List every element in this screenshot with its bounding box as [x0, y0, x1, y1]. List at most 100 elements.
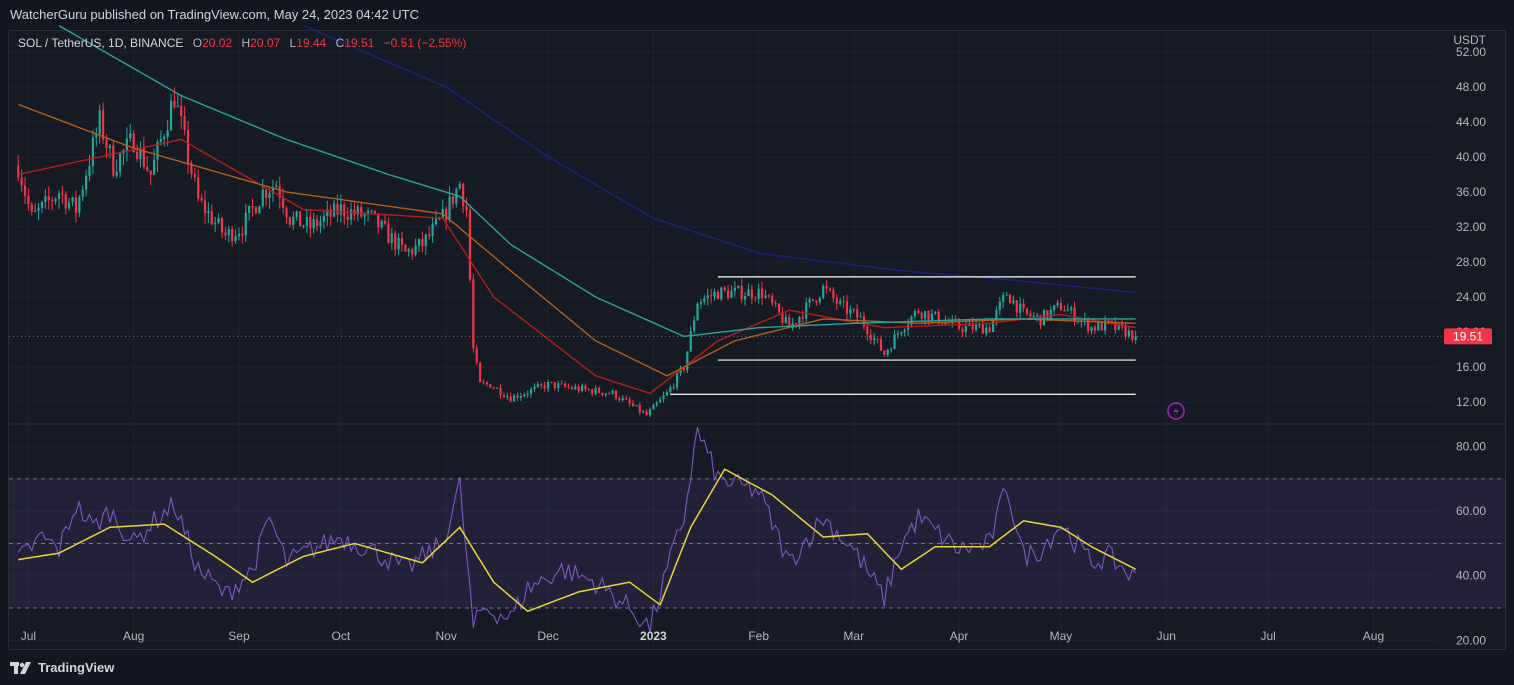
candle-body	[611, 390, 614, 394]
candle-body	[200, 198, 203, 201]
y-tick-label: 16.00	[1456, 360, 1486, 374]
candle	[394, 230, 397, 257]
candle-body	[465, 206, 468, 211]
candle	[349, 202, 353, 226]
candle	[207, 202, 210, 223]
candle-body	[988, 327, 991, 333]
candle-body	[998, 301, 1001, 311]
candle	[400, 231, 404, 252]
candle-body	[852, 309, 855, 311]
candle-body	[445, 209, 448, 221]
candle	[125, 127, 128, 162]
candle	[502, 392, 506, 399]
candle-body	[747, 289, 750, 297]
candle	[750, 284, 753, 305]
candle	[550, 381, 553, 384]
candle-body	[468, 210, 472, 280]
candle-body	[638, 405, 641, 413]
candle-body	[805, 302, 808, 319]
candle-body	[1012, 300, 1015, 304]
candle	[890, 346, 893, 353]
candle-body	[825, 285, 828, 289]
candle-body	[125, 138, 128, 151]
candle	[631, 399, 635, 407]
candle-body	[146, 166, 149, 171]
change-value: −0.51 (−2.55%)	[383, 36, 467, 50]
candle-body	[135, 152, 139, 160]
candle-body	[608, 393, 611, 395]
candle-body	[394, 233, 397, 250]
candle-body	[183, 116, 186, 131]
candle-body	[190, 163, 193, 174]
rsi-tick-label: 60.00	[1456, 504, 1486, 518]
candle	[621, 395, 624, 402]
candle	[445, 206, 448, 230]
candle	[659, 396, 662, 403]
candle-body	[44, 196, 47, 202]
candle-body	[655, 402, 658, 405]
candle	[118, 151, 122, 178]
candle-body	[193, 173, 196, 178]
candle	[740, 278, 743, 304]
rsi-ma-line	[18, 468, 1137, 613]
candle	[859, 312, 862, 318]
candle	[557, 380, 560, 392]
candle-body	[784, 316, 787, 324]
candle-body	[893, 334, 896, 350]
candle-body	[339, 204, 342, 215]
candle-body	[275, 185, 278, 188]
tradingview-brand[interactable]: TradingView	[10, 660, 114, 675]
candle-body	[519, 396, 522, 398]
candle	[23, 177, 27, 205]
candle	[61, 185, 64, 204]
candle	[577, 384, 580, 394]
candle-body	[1036, 315, 1039, 317]
candle-body	[822, 285, 825, 298]
candle-body	[407, 249, 410, 252]
candle-body	[974, 324, 978, 330]
candle-body	[710, 295, 713, 297]
candle	[825, 280, 828, 294]
candle-body	[1100, 322, 1103, 331]
candle	[112, 140, 115, 178]
candle-body	[869, 334, 872, 340]
candle	[699, 298, 703, 309]
candle-body	[380, 220, 383, 228]
candle	[873, 333, 876, 346]
candle-body	[1005, 294, 1008, 296]
chart-frame[interactable]	[8, 30, 1506, 650]
candle	[726, 284, 730, 301]
candle-body	[343, 204, 346, 217]
candle	[472, 274, 475, 353]
alert-icon[interactable]	[1167, 402, 1185, 420]
candle-body	[944, 321, 947, 325]
low-label: L	[289, 36, 297, 50]
candle-body	[506, 396, 509, 398]
candle	[580, 383, 584, 393]
candle-body	[886, 350, 889, 355]
candle	[574, 383, 577, 391]
candle-body	[346, 216, 349, 220]
candle-body	[383, 220, 387, 224]
candle	[95, 127, 98, 147]
candle	[258, 205, 261, 214]
candle-body	[156, 142, 159, 160]
candle-body	[896, 333, 900, 335]
candle	[203, 190, 207, 224]
candle-body	[118, 153, 122, 172]
candle-body	[750, 289, 753, 299]
candle-body	[553, 382, 556, 389]
x-tick-label: Aug	[123, 629, 144, 643]
candle	[180, 94, 183, 130]
candle-body	[74, 197, 78, 213]
rsi-tick-label: 20.00	[1456, 633, 1486, 647]
candle	[628, 396, 631, 407]
candle-body	[30, 204, 33, 212]
candle	[1131, 329, 1134, 343]
candle	[767, 294, 770, 299]
candle	[197, 169, 200, 202]
candle	[17, 154, 20, 182]
candle-body	[285, 208, 288, 218]
candle	[200, 193, 203, 203]
